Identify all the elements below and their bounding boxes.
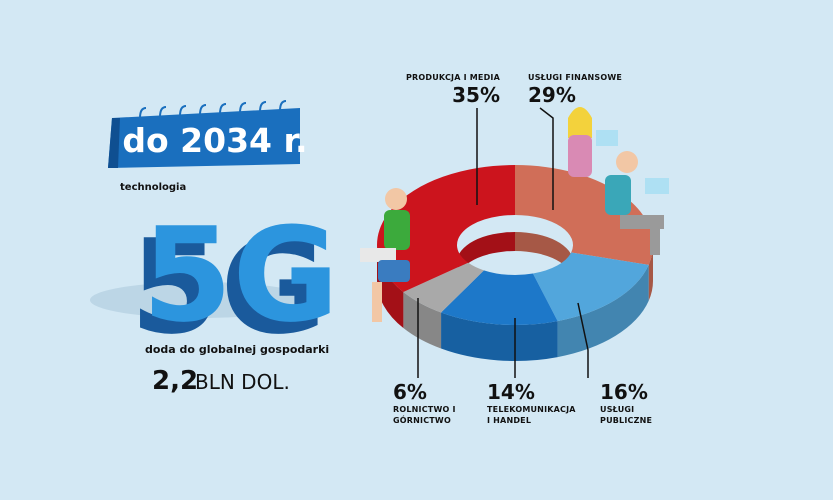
value-label: 16% [600, 380, 648, 404]
slice [441, 270, 558, 325]
category-label: USŁUGI FINANSOWE [528, 73, 623, 82]
amount-value: 2,2 [152, 366, 198, 396]
slice-label: 16% USŁUGI PUBLICZNE [600, 380, 670, 426]
leader-line [577, 302, 589, 378]
shadow [90, 282, 310, 318]
caption: doda do globalnej gospodarki [145, 343, 329, 356]
person [360, 188, 410, 322]
calendar-edge [108, 118, 120, 168]
leader-lines [417, 107, 589, 378]
donut [376, 165, 654, 361]
donut-sides [377, 245, 653, 361]
category-label: TELEKOMUNIKACJA I HANDEL [487, 405, 576, 425]
value-label: 35% [452, 83, 500, 107]
category-label: USŁUGI PUBLICZNE [600, 405, 653, 425]
slice [376, 165, 515, 293]
slice [403, 262, 484, 313]
person [568, 107, 618, 177]
slice-label: USŁUGI FINANSOWE 29% [528, 72, 638, 107]
slice-side [557, 264, 649, 358]
leader-line [539, 107, 554, 210]
slice [532, 252, 649, 322]
big-text: 5G [142, 199, 339, 351]
slice-label: 6% ROLNICTWO I GÓRNICTWO [393, 380, 465, 426]
calendar [108, 108, 300, 168]
person [605, 151, 669, 255]
slice-label: PRODUKCJA I MEDIA 35% [400, 72, 500, 107]
slice-inner-wall [457, 232, 515, 281]
intro: technologia [120, 182, 186, 193]
slice-side [648, 245, 653, 301]
slice [515, 165, 654, 265]
slice-side [403, 292, 442, 349]
value-label: 14% [487, 380, 535, 404]
slice-inner-wall [515, 232, 573, 281]
slice-side [441, 312, 558, 361]
category-label: PRODUKCJA I MEDIA [405, 73, 500, 82]
value-label: 6% [393, 380, 427, 404]
amount-unit: BLN DOL. [195, 370, 290, 394]
donut-tops [376, 165, 654, 325]
value-label: 29% [528, 83, 576, 107]
big-text-side: 5G [130, 211, 327, 363]
donut-inner [457, 232, 573, 281]
category-label: ROLNICTWO I GÓRNICTWO [393, 405, 456, 425]
calendar-text: do 2034 r. [122, 121, 307, 160]
calendar-rings [139, 100, 287, 119]
slice-side [377, 245, 404, 329]
slice-label: 14% TELEKOMUNIKACJA I HANDEL [487, 380, 577, 426]
